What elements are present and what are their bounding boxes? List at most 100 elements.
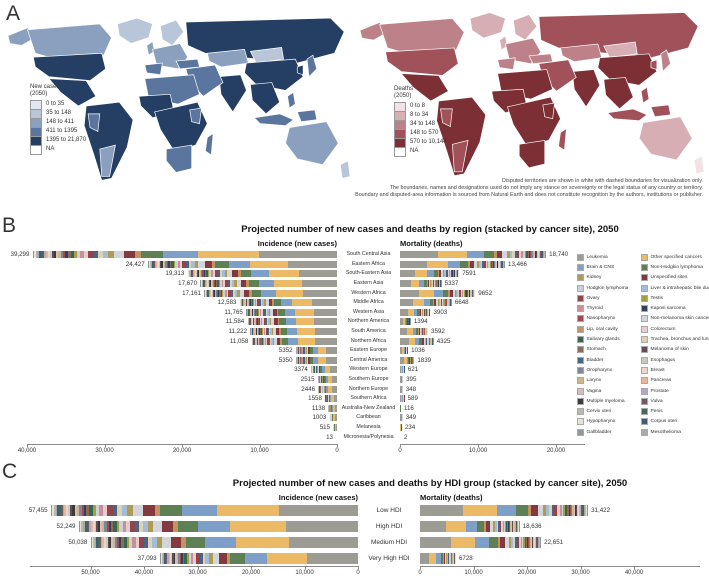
legend-site-label: Thyroid [586, 306, 603, 312]
bar-segment-multiple-myeloma [574, 505, 576, 517]
bar-segment-non-hodgkin-lymphoma [141, 251, 163, 259]
legend-site-label: Mesothelioma [650, 429, 681, 435]
bar-segment-corpus-uteri [151, 260, 153, 268]
bar-segment-non-hodgkin-lymphoma [281, 328, 288, 336]
legend-site-label: Hodgkin lymphoma [586, 285, 629, 291]
stacked-bar [400, 289, 475, 297]
legend-color-chip [641, 284, 648, 292]
bar-segment-non-hodgkin-lymphoma [230, 552, 245, 564]
bar-segment-mesothelioma [82, 521, 85, 533]
bar-segment-other-specified-cancers [295, 308, 314, 316]
axis-tick-label: 0 [418, 570, 422, 576]
bar-segment-brain-cns [403, 347, 405, 355]
bar-segment-cervix-uteri [81, 521, 83, 533]
bar-segment-non-hodgkin-lymphoma [274, 299, 282, 307]
axis-tick-label: 40,000 [134, 570, 154, 576]
bar-segment-melanoma-of-skin [535, 251, 537, 259]
legend-color-chip [577, 274, 584, 282]
bar-segment-unspecified-sites [219, 552, 227, 564]
bar-segment-vagina [111, 536, 114, 548]
bar-segment-bladder [440, 299, 442, 307]
legend-bin-label: 0 to 35 [46, 101, 65, 107]
bar-segment-leukemia [332, 385, 337, 393]
bar-segment-melanoma-of-skin [251, 308, 253, 316]
bar-segment-salivary-glands [184, 552, 187, 564]
country-east-africa-patch [542, 102, 555, 120]
stacked-bar [400, 434, 401, 441]
bar-row-southern-africa: 1558 Southern Africa 589 [0, 394, 709, 404]
bar-segment-vagina [256, 328, 258, 336]
bar-segment-liver-intrahepatic-bile-ducts [234, 289, 238, 297]
bar-segment-penis [516, 521, 517, 533]
axis-tick [556, 444, 557, 447]
bar-segment-multiple-myeloma [534, 251, 536, 259]
axis-tick [580, 566, 582, 569]
legend-color-chip [641, 305, 648, 313]
panel-c-label: C [2, 460, 18, 483]
bar-segment-penis [97, 536, 100, 548]
bar-segment-hodgkin-lymphoma [522, 536, 524, 548]
bar-segment-trachea-bronchus-and-lung [202, 552, 206, 564]
bar-segment-kaposi-sarcoma [255, 308, 257, 316]
bar-segment-other-specified-cancers [325, 366, 331, 374]
bar-segment-trachea-bronchus-and-lung [439, 299, 441, 307]
bar-segment-mesothelioma [542, 251, 544, 259]
bar-segment-ovary [459, 289, 462, 297]
bar-segment-leukemia [400, 299, 414, 307]
bar-segment-salivary-glands [220, 289, 223, 297]
bar-segment-stomach [219, 289, 221, 297]
bar-segment-kidney [455, 289, 457, 297]
bar-segment-vulva [87, 521, 90, 533]
bar-segment-breast [578, 505, 580, 517]
bar-segment-colorectum [442, 299, 444, 307]
bar-segment-lip-oral-cavity [421, 337, 423, 345]
legend-item-liver-intrahepatic-bile-ducts: Liver & intrahepatic bile ducts [641, 283, 709, 293]
bar-segment-penis [152, 260, 155, 268]
bar-segment-nasopharynx [527, 536, 529, 548]
bar-segment-prostate [155, 260, 157, 268]
bar-segment-penis [59, 505, 61, 517]
map-new-cases: New cases (2050) 0 to 35 35 to 148 148 to … [4, 8, 352, 208]
bar-segment-nasopharynx [179, 552, 182, 564]
bar-segment-vagina [253, 308, 254, 316]
bar-segment-vagina [214, 289, 216, 297]
bar-segment-leukemia [301, 280, 337, 288]
bar-segment-other-specified-cancers [333, 414, 335, 422]
bar-segment-trachea-bronchus-and-lung [268, 328, 271, 336]
category-label: Northern America [347, 318, 390, 325]
bar-segment-prostate [535, 536, 537, 548]
map-legend-title: Deaths (2050) [394, 86, 414, 99]
bar-segment-kidney [272, 337, 275, 345]
bar-segment-hodgkin-lymphoma [95, 505, 99, 517]
bar-segment-breast [244, 299, 246, 307]
bar-segment-nasopharynx [256, 318, 258, 326]
bar-segment-pancreas [243, 299, 245, 307]
stacked-bar [420, 552, 456, 564]
stacked-bar [400, 299, 452, 307]
bar-segment-esophagus [536, 251, 538, 259]
legend-site-label: Unspecified sites [650, 275, 688, 281]
cancer-site-legend: Leukemia Brain & CNS Kidney Hodgkin lymphom… [577, 252, 709, 437]
bar-segment-brain-cns [475, 536, 490, 548]
bar-segment-mesothelioma [202, 280, 204, 288]
mortality-value-label: 116 [404, 404, 414, 412]
stacked-bar [333, 424, 337, 432]
bar-segment-thyroid [221, 280, 224, 288]
bar-segment-unspecified-sites [323, 385, 325, 393]
bar-segment-hodgkin-lymphoma [209, 270, 211, 278]
bar-segment-bladder [265, 318, 267, 326]
bar-row-western-asia: 11,765 Western Asia 3903 [0, 308, 709, 318]
bar-segment-thyroid [225, 289, 227, 297]
axis-tick [527, 566, 528, 569]
bar-segment-unspecified-sites [500, 536, 505, 548]
bar-segment-mesothelioma [37, 251, 40, 259]
bar-segment-mesothelioma [206, 289, 208, 297]
bar-segment-prostate [539, 251, 541, 259]
bar-segment-other-specified-cancers [451, 536, 476, 548]
bar-segment-hodgkin-lymphoma [262, 328, 264, 336]
legend-item-colorectum: Colorectum [641, 324, 709, 334]
bar-segment-breast [66, 505, 69, 517]
bar-segment-larynx [76, 505, 80, 517]
stacked-bar [50, 505, 358, 517]
bar-segment-testis [252, 299, 254, 307]
